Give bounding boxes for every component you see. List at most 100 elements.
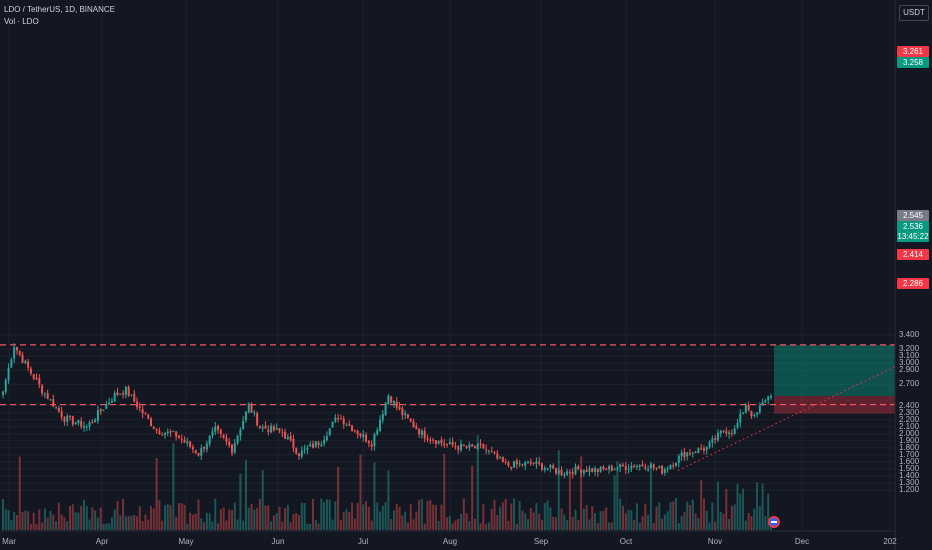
volume-bar <box>38 509 41 530</box>
candle-body <box>186 441 189 444</box>
volume-bar <box>621 505 624 530</box>
candle-body <box>74 422 77 425</box>
candle-body <box>314 441 317 447</box>
volume-bar <box>457 518 460 530</box>
volume-bar <box>163 505 166 530</box>
volume-bar <box>493 499 496 530</box>
volume-bar <box>638 522 641 530</box>
candle-body <box>138 406 141 409</box>
candle-body <box>496 453 499 459</box>
candle-body <box>473 446 476 449</box>
candle-body <box>236 435 239 444</box>
volume-bar <box>105 523 108 530</box>
candle-body <box>337 418 340 420</box>
candle-body <box>110 400 113 403</box>
volume-bar <box>608 522 611 530</box>
volume-indicator-label[interactable]: Vol · LDO <box>4 17 39 26</box>
candle-body <box>546 468 549 470</box>
candle-body <box>91 422 94 424</box>
candle-body <box>247 403 250 413</box>
volume-bar <box>379 511 382 530</box>
dividend-badge[interactable] <box>768 516 780 528</box>
volume-bar <box>462 498 465 530</box>
candle-body <box>714 438 717 440</box>
candle-body <box>82 426 85 428</box>
candle-body <box>510 466 513 469</box>
price-axis-label: 1.600 <box>899 456 920 466</box>
candle-body <box>367 441 370 444</box>
volume-bar <box>440 504 443 530</box>
volume-bar <box>733 504 736 530</box>
volume-bar <box>566 520 569 530</box>
volume-bar <box>66 521 69 530</box>
candle-body <box>490 451 493 453</box>
volume-bar <box>4 509 7 530</box>
volume-bar <box>247 507 250 530</box>
volume-bar <box>616 461 619 530</box>
volume-bar <box>437 520 440 530</box>
candle-body <box>700 448 703 450</box>
volume-bar <box>527 519 530 530</box>
price-axis-label: 2.300 <box>899 407 920 417</box>
candle-body <box>60 411 63 418</box>
volume-bar <box>116 501 119 530</box>
candle-body <box>582 470 585 474</box>
candle-body <box>77 419 80 424</box>
candle-body <box>532 462 535 464</box>
candle-body <box>454 445 457 447</box>
candle-body <box>554 468 557 474</box>
volume-bar <box>228 509 231 530</box>
countdown-timer: 13:45:22 <box>897 231 929 242</box>
volume-bar <box>152 508 155 530</box>
volume-bar <box>532 512 535 530</box>
candle-body <box>599 466 602 472</box>
volume-bar <box>387 470 390 530</box>
volume-bar <box>250 504 253 530</box>
candle-body <box>619 464 622 468</box>
volume-bar <box>546 500 549 530</box>
candle-body <box>119 393 122 395</box>
candle-body <box>479 443 482 445</box>
volume-bar <box>666 511 669 530</box>
currency-button[interactable]: USDT <box>899 5 929 21</box>
candle-body <box>462 444 465 447</box>
volume-bar <box>144 514 147 530</box>
candle-body <box>588 468 591 472</box>
candle-body <box>540 463 543 470</box>
symbol-title[interactable]: LDO / TetherUS, 1D, BINANCE <box>4 5 115 14</box>
candle-body <box>504 461 507 463</box>
volume-bar <box>211 521 214 530</box>
volume-bar <box>24 510 27 530</box>
volume-bar <box>689 504 692 530</box>
candle-body <box>482 444 485 449</box>
volume-bar <box>647 515 650 530</box>
candle-body <box>610 465 613 471</box>
volume-bar <box>303 503 306 530</box>
volume-bar <box>261 470 264 530</box>
candle-body <box>66 415 69 422</box>
volume-bar <box>538 513 541 530</box>
volume-bar <box>708 522 711 530</box>
candle-body <box>443 443 446 446</box>
volume-bar <box>141 521 144 530</box>
volume-bar <box>351 502 354 530</box>
candle-body <box>222 434 225 438</box>
candle-body <box>446 444 449 446</box>
volume-bar <box>367 506 370 530</box>
volume-bar <box>183 504 186 530</box>
candle-body <box>116 392 119 395</box>
candle-body <box>647 469 650 471</box>
volume-bar <box>591 506 594 530</box>
candle-body <box>652 464 655 468</box>
candle-body <box>177 435 180 438</box>
volume-bar <box>434 504 437 530</box>
candle-body <box>507 462 510 466</box>
volume-bar <box>496 515 499 530</box>
candle-body <box>166 431 169 434</box>
candle-body <box>320 444 323 446</box>
volume-bar <box>401 515 404 530</box>
volume-bar <box>214 498 217 530</box>
candle-body <box>55 407 58 409</box>
candle-body <box>258 426 261 428</box>
